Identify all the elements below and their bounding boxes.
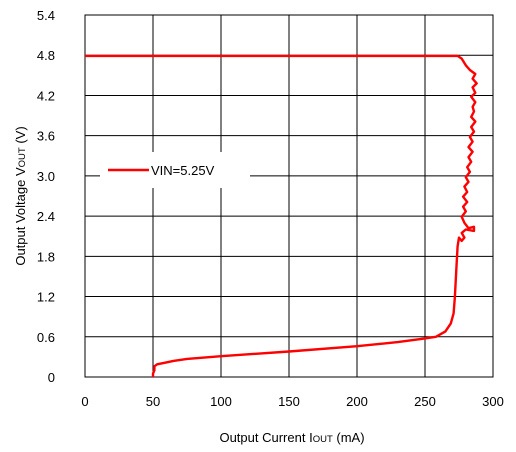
y-tick-labels: 0 0.6 1.2 1.8 2.4 3.0 3.6 4.2 4.8 5.4: [37, 8, 55, 385]
x-axis-label: Output Current IOUT (mA): [219, 430, 364, 445]
y-tick-label: 0.6: [37, 330, 55, 345]
x-tick-label: 50: [146, 394, 160, 409]
y-tick-label: 3.6: [37, 129, 55, 144]
x-tick-label: 100: [210, 394, 232, 409]
x-axis-label-sub: OUT: [313, 434, 333, 445]
y-tick-label: 1.2: [37, 290, 55, 305]
y-tick-label: 3.0: [37, 169, 55, 184]
y-tick-label: 4.8: [37, 48, 55, 63]
y-axis-label: Output Voltage VOUT (V): [13, 126, 28, 265]
x-tick-label: 250: [414, 394, 436, 409]
y-axis-label-main: Output Voltage V: [13, 167, 28, 266]
y-axis-label-unit: (V): [13, 126, 28, 147]
plot-frame: [84, 14, 494, 378]
x-tick-label: 150: [278, 394, 300, 409]
y-tick-label: 1.8: [37, 249, 55, 264]
y-tick-label: 4.2: [37, 88, 55, 103]
y-tick-label: 5.4: [37, 8, 55, 23]
legend-label: VIN=5.25V: [151, 163, 215, 178]
x-tick-labels: 0 50 100 150 200 250 300: [81, 394, 503, 409]
series-line-vin-5-25v: [85, 54, 478, 377]
grid: [85, 15, 493, 377]
x-tick-label: 300: [482, 394, 504, 409]
x-tick-label: 200: [346, 394, 368, 409]
x-axis-label-main: Output Current I: [219, 430, 312, 445]
y-axis-label-sub: OUT: [17, 147, 28, 167]
x-tick-label: 0: [81, 394, 88, 409]
y-tick-label: 2.4: [37, 209, 55, 224]
y-tick-label: 0: [48, 370, 55, 385]
x-axis-label-unit: (mA): [333, 430, 365, 445]
